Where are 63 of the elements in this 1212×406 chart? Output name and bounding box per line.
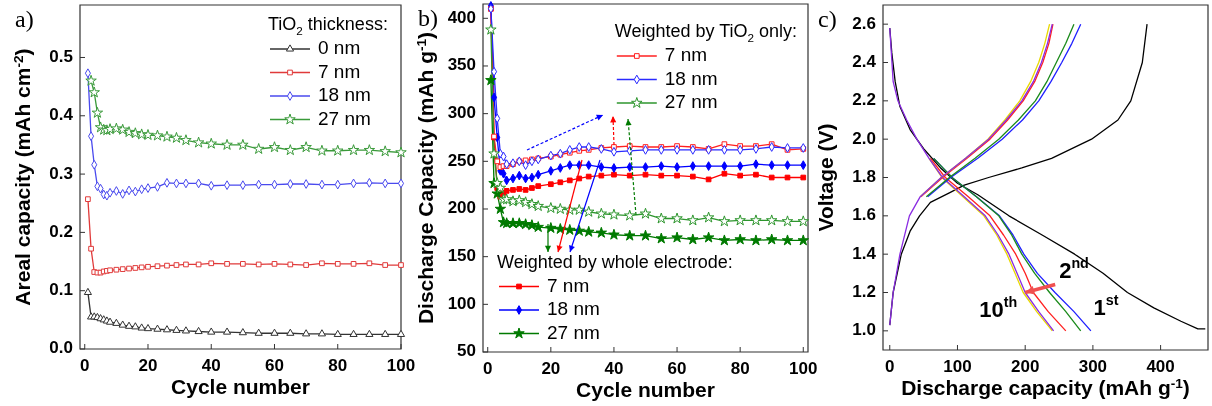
y-tick-label: 0.1: [49, 280, 73, 300]
legend-title: TiO$_{2}$ thickness:: [268, 13, 388, 37]
y-tick-label: 2.0: [852, 128, 876, 148]
annotation: 2$^{nd}$: [1059, 254, 1089, 283]
y-tick-label: 1.4: [852, 243, 877, 263]
legend-label: 0 nm: [318, 37, 361, 59]
legend-label: 18 nm: [547, 298, 600, 320]
x-axis-title: Discharge capacity (mAh g$^{-1}$): [901, 375, 1190, 399]
legend-title: Weighted by whole electrode:: [497, 251, 733, 272]
y-tick-label: 2.6: [852, 13, 876, 33]
y-tick-label: 400: [447, 7, 476, 27]
x-tick-label: 80: [730, 359, 750, 378]
x-tick-label: 0: [483, 359, 493, 378]
x-tick-label: 400: [1146, 357, 1175, 376]
x-tick-label: 100: [943, 357, 972, 376]
y-tick-label: 0.3: [49, 163, 73, 183]
x-tick-label: 20: [541, 359, 561, 378]
legend-label: 7 nm: [318, 60, 361, 82]
annotation: 1$^{st}$: [1093, 291, 1119, 320]
x-tick-label: 200: [1011, 357, 1040, 376]
legend-label: 7 nm: [664, 44, 708, 66]
x-tick-label: 0: [80, 356, 90, 375]
x-tick-label: 40: [604, 359, 624, 378]
chart-title: b): [418, 5, 438, 31]
chart-title: c): [818, 6, 837, 32]
y-tick-label: 2.2: [852, 90, 876, 110]
y-tick-label: 50: [457, 341, 476, 361]
y-tick-label: 300: [447, 103, 476, 123]
y-tick-label: 200: [447, 198, 476, 218]
x-tick-label: 20: [138, 356, 158, 375]
y-tick-label: 0.0: [49, 338, 73, 358]
annotation: 10$^{th}$: [979, 293, 1018, 322]
x-axis-title: Cycle number: [576, 378, 715, 401]
legend-label: 7 nm: [547, 274, 590, 296]
legend-label: 27 nm: [318, 107, 371, 129]
y-tick-label: 0.4: [49, 105, 74, 125]
y-tick-label: 1.8: [852, 166, 876, 186]
x-tick-label: 80: [328, 356, 348, 375]
legend-label: 18 nm: [318, 84, 371, 106]
legend-label: 18 nm: [664, 67, 718, 89]
legend-label: 27 nm: [547, 321, 600, 343]
annotation: Weighted by TiO$_{2}$ only:: [614, 20, 798, 44]
y-tick-label: 1.6: [852, 205, 876, 225]
y-tick-label: 350: [447, 55, 476, 75]
x-tick-label: 300: [1078, 357, 1108, 376]
x-tick-label: 60: [667, 359, 687, 378]
x-tick-label: 40: [201, 356, 221, 375]
x-tick-label: 0: [885, 357, 895, 376]
x-tick-label: 100: [789, 359, 818, 378]
x-tick-label: 100: [386, 356, 416, 375]
y-tick-label: 100: [447, 293, 476, 313]
x-tick-label: 60: [265, 356, 284, 375]
x-axis-title: Cycle number: [171, 375, 310, 398]
y-tick-label: 1.0: [852, 320, 876, 340]
y-axis-title: Voltage (V): [814, 123, 837, 232]
y-tick-label: 1.2: [852, 281, 876, 301]
chart-title: a): [15, 6, 34, 32]
y-tick-label: 0.2: [49, 221, 73, 241]
y-tick-label: 0.5: [49, 46, 73, 66]
y-tick-label: 150: [447, 246, 476, 266]
y-tick-label: 2.4: [852, 51, 877, 71]
legend-label: 27 nm: [664, 91, 718, 113]
y-tick-label: 250: [447, 150, 476, 170]
